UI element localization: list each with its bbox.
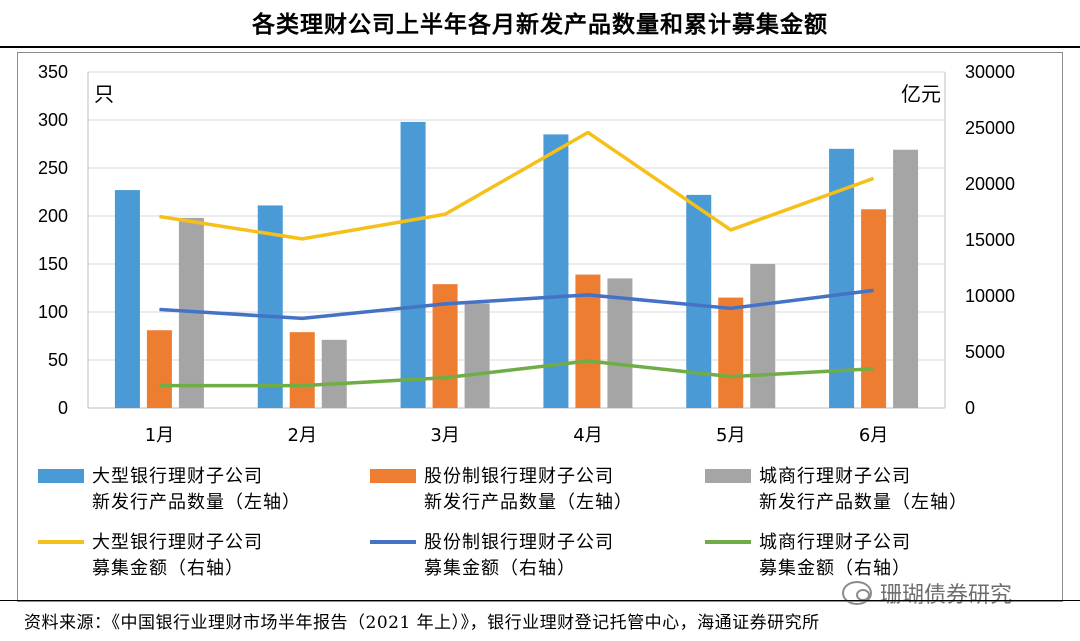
x-tick-label: 3月 [430,425,459,446]
y-left-tick-label: 200 [38,206,68,226]
wechat-icon [842,581,872,605]
legend-label: 股份制银行理财子公司 [424,466,614,487]
chart-frame [17,52,1063,602]
legend-label: 新发行产品数量（左轴） [424,492,633,513]
y-left-tick-label: 0 [58,398,68,418]
y-right-tick-label: 20000 [965,174,1015,194]
bar [750,264,776,408]
watermark: 珊瑚债券研究 [842,577,1012,609]
bar [686,194,712,408]
y-right-tick-label: 5000 [965,342,1005,362]
source-note: 资料来源：《中国银行业理财市场半年报告（2021 年上）》，银行业理财登记托管中… [24,613,820,633]
y-right-tick-label: 25000 [965,118,1015,138]
y-right-tick-label: 10000 [965,286,1015,306]
legend-label: 募集金额（右轴） [92,558,244,579]
combo-chart: 0 50 100 150 200 250 300 350 0 5000 10000 15000 2000… [38,62,1015,579]
legend-label: 大型银行理财子公司 [92,466,263,487]
bar [257,205,283,408]
legend-label: 新发行产品数量（左轴） [92,492,301,513]
legend-label: 募集金额（右轴） [424,558,576,579]
source-divider [0,600,1080,601]
y-right-tick-label: 15000 [965,230,1015,250]
chart-title: 各类理财公司上半年各月新发产品数量和累计募集金额 [252,11,828,38]
legend-label: 募集金额（右轴） [759,558,911,579]
series-line [159,288,874,321]
x-tick-label: 5月 [716,425,745,446]
series-line [159,130,875,241]
y-right-unit: 亿元 [901,82,941,106]
bar [464,303,490,408]
legend-label: 股份制银行理财子公司 [424,532,614,553]
legend-swatch [705,469,751,483]
x-tick-label: 2月 [288,425,317,446]
title-divider [0,46,1080,48]
legend-swatch [370,469,416,483]
series-line [159,359,874,388]
bar [861,209,887,408]
legend-label: 新发行产品数量（左轴） [759,492,968,513]
legend-label: 城商行理财子公司 [759,466,911,487]
legend-label: 城商行理财子公司 [759,532,911,553]
bar [718,297,744,408]
bar [321,339,347,408]
bar [400,121,426,409]
y-left-tick-label: 300 [38,110,68,130]
watermark-text: 珊瑚债券研究 [880,583,1013,608]
y-left-tick-label: 150 [38,254,68,274]
legend-swatch [38,469,84,483]
bar [146,330,172,408]
y-right-tick-label: 30000 [965,62,1015,82]
y-left-tick-label: 350 [38,62,68,82]
x-tick-label: 4月 [573,425,602,446]
bar [893,149,919,408]
y-left-tick-label: 250 [38,158,68,178]
y-left-unit: 只 [94,82,114,106]
y-left-tick-label: 100 [38,302,68,322]
x-tick-label: 6月 [859,425,888,446]
bar [289,332,315,408]
bar [114,190,140,408]
y-left-tick-label: 50 [48,350,68,370]
y-right-tick-label: 0 [965,398,975,418]
legend-label: 大型银行理财子公司 [92,532,263,553]
x-tick-label: 1月 [145,425,174,446]
